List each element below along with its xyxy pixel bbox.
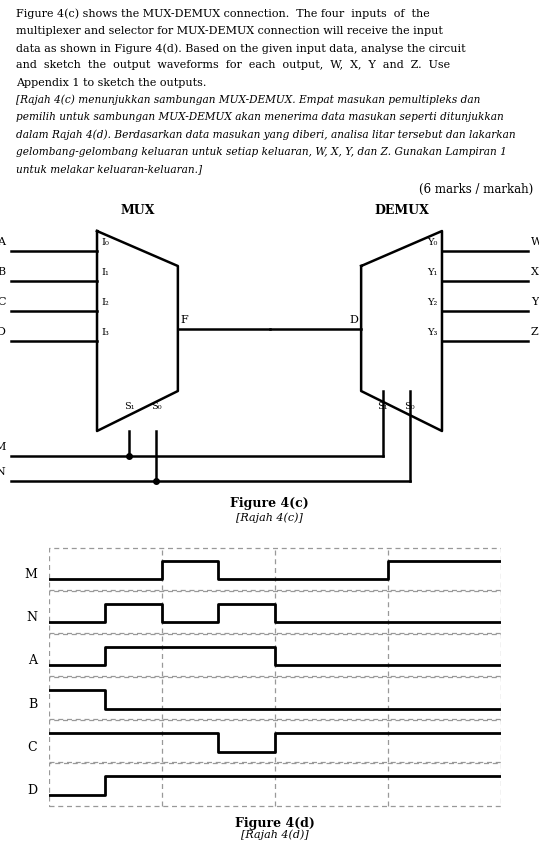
Text: W: W bbox=[531, 236, 539, 246]
Text: S₁: S₁ bbox=[377, 402, 388, 410]
Text: [Rajah 4(c)]: [Rajah 4(c)] bbox=[236, 511, 303, 522]
Text: M: M bbox=[0, 441, 5, 452]
Text: A: A bbox=[28, 653, 37, 667]
Text: Appendix 1 to sketch the outputs.: Appendix 1 to sketch the outputs. bbox=[16, 78, 206, 88]
Text: S₀: S₀ bbox=[151, 402, 162, 410]
Text: MUX: MUX bbox=[120, 203, 155, 217]
Text: data as shown in Figure 4(d). Based on the given input data, analyse the circuit: data as shown in Figure 4(d). Based on t… bbox=[16, 43, 466, 53]
Text: multiplexer and selector for MUX-DEMUX connection will receive the input: multiplexer and selector for MUX-DEMUX c… bbox=[16, 25, 443, 35]
Text: D: D bbox=[0, 327, 5, 337]
Text: S₀: S₀ bbox=[404, 402, 415, 410]
Text: DEMUX: DEMUX bbox=[374, 203, 429, 217]
Text: Y₀: Y₀ bbox=[427, 238, 438, 246]
Text: untuk melakar keluaran-keluaran.]: untuk melakar keluaran-keluaran.] bbox=[16, 164, 202, 174]
Text: Y₂: Y₂ bbox=[427, 298, 438, 306]
Text: M: M bbox=[24, 567, 37, 581]
Text: D: D bbox=[350, 314, 358, 324]
Text: Z: Z bbox=[531, 327, 538, 337]
Text: and  sketch  the  output  waveforms  for  each  output,  W,  X,  Y  and  Z.  Use: and sketch the output waveforms for each… bbox=[16, 60, 450, 70]
Text: (6 marks / markah): (6 marks / markah) bbox=[419, 183, 534, 196]
Text: I₃: I₃ bbox=[101, 327, 109, 337]
Text: A: A bbox=[0, 236, 5, 246]
Text: S₁: S₁ bbox=[124, 402, 135, 410]
Text: D: D bbox=[27, 783, 37, 796]
Text: I₂: I₂ bbox=[101, 298, 109, 306]
Text: [Rajah 4(d)]: [Rajah 4(d)] bbox=[241, 828, 309, 839]
Text: Figure 4(d): Figure 4(d) bbox=[235, 816, 315, 830]
Text: dalam Rajah 4(d). Berdasarkan data masukan yang diberi, analisa litar tersebut d: dalam Rajah 4(d). Berdasarkan data masuk… bbox=[16, 129, 516, 140]
Text: C: C bbox=[27, 739, 37, 753]
Text: [Rajah 4(c) menunjukkan sambungan MUX-DEMUX. Empat masukan pemultipleks dan: [Rajah 4(c) menunjukkan sambungan MUX-DE… bbox=[16, 95, 481, 106]
Text: B: B bbox=[0, 267, 5, 277]
Text: Y: Y bbox=[531, 296, 538, 306]
Text: Figure 4(c) shows the MUX-DEMUX connection.  The four  inputs  of  the: Figure 4(c) shows the MUX-DEMUX connecti… bbox=[16, 8, 430, 19]
Text: X: X bbox=[531, 267, 539, 277]
Text: I₁: I₁ bbox=[101, 268, 109, 277]
Text: gelombang-gelombang keluaran untuk setiap keluaran, W, X, Y, dan Z. Gunakan Lamp: gelombang-gelombang keluaran untuk setia… bbox=[16, 146, 507, 156]
Text: pemilih untuk sambungan MUX-DEMUX akan menerima data masukan seperti ditunjukkan: pemilih untuk sambungan MUX-DEMUX akan m… bbox=[16, 112, 504, 122]
Text: F: F bbox=[181, 314, 188, 324]
Text: N: N bbox=[26, 610, 37, 624]
Text: Figure 4(c): Figure 4(c) bbox=[230, 496, 309, 510]
Text: B: B bbox=[28, 696, 37, 710]
Text: I₀: I₀ bbox=[101, 238, 109, 246]
Text: Y₁: Y₁ bbox=[427, 268, 438, 277]
Text: Y₃: Y₃ bbox=[427, 327, 438, 337]
Text: C: C bbox=[0, 296, 5, 306]
Text: N: N bbox=[0, 467, 5, 476]
